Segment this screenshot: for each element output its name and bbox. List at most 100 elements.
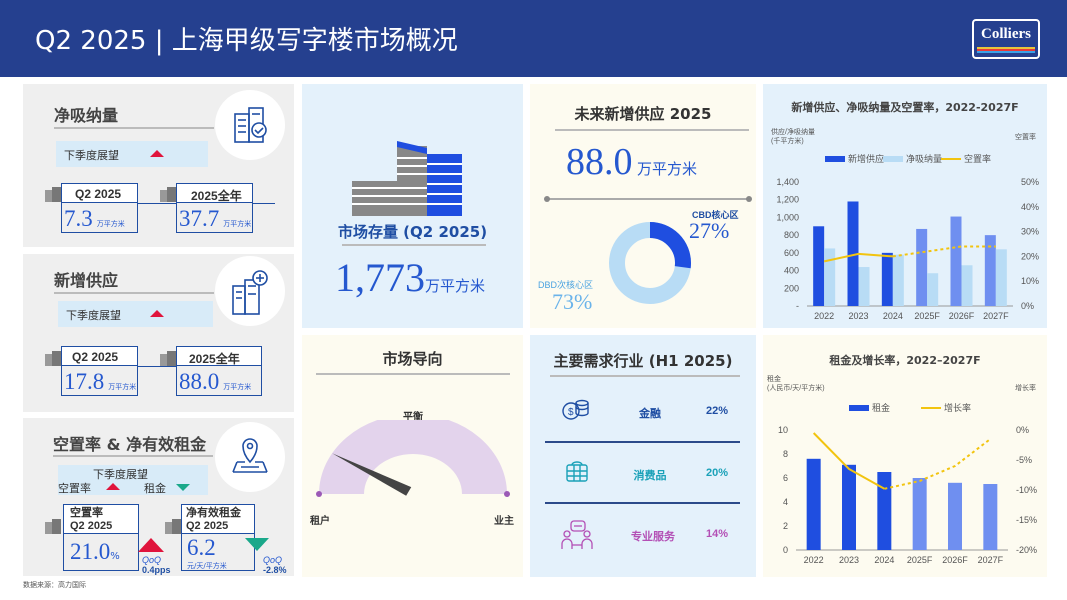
building-icon [165,519,181,534]
up-arrow-icon [150,150,164,157]
gauge-left-label: 租户 [310,516,330,527]
bar-净吸纳量-2022 [824,248,836,306]
chart1-title: 新增供应、净吸纳量及空置率，2022-2027F [791,101,1019,114]
supply-chart-panel: 新增供应、净吸纳量及空置率，2022-2027F 供应/净吸纳量 (千平方米) … [763,84,1047,328]
industry-pct: 22% [705,405,728,417]
x-tick-label: 2024 [874,555,894,565]
chart1-ylabel: 供应/净吸纳量 (千平方米) [771,129,815,145]
rent-label-line2: Q2 2025 [186,520,229,532]
y-tick-label: 200 [784,283,799,293]
q-stat: 7.3 万平方米 [61,203,138,233]
rent-qoq-label: QoQ [263,555,283,565]
rent-growth-chart: 0 2 4 6 8 10 -20% -15% -10% -5% 0% 2022 2023 2024 2025… [778,402,1037,565]
bar-租金-2025F [912,478,927,550]
colliers-logo[interactable]: Colliers [972,19,1040,59]
legend-label: 新增供应 [848,153,884,164]
vacancy-change-arrow-icon [138,538,164,552]
demand-panel: 主要需求行业 (H1 2025) $ 金融 22% 消费品 20% 专业服务 1… [530,335,756,577]
svg-text:$: $ [568,407,574,418]
y-tick-label: 6 [783,473,788,483]
y2-tick-label: -10% [1016,485,1037,495]
vacancy-stat: 21.0% [63,534,139,571]
bar-新增供应-2025F [916,228,928,306]
building-icon [160,187,176,202]
orientation-title: 市场导向 [382,350,443,368]
bar-租金-2022 [806,458,821,550]
legend-swatch [883,156,903,162]
bar-新增供应-2022 [813,226,825,306]
gauge-arc [319,420,507,494]
stock-value: 1,773 [335,255,425,300]
future-value: 88.0 [566,141,633,183]
connector-line [138,203,176,204]
outlook-box: 下季度展望 空置率 租金 [58,465,208,495]
y-label: 2025全年 [176,183,253,203]
rent-label: 净有效租金 Q2 2025 [181,504,255,534]
x-tick-label: 2025F [907,555,933,565]
vacancy-outlook-label: 空置率 [58,482,91,495]
supply-absorption-vacancy-chart: - 200 400 600 800 1,000 1,200 1,400 0% 10% 20% 30% 4… [776,153,1039,321]
row-separator [545,502,740,504]
y2-tick-label: 0% [1021,301,1034,311]
rent-outlook-label: 租金 [144,482,166,495]
office-tower-icon [352,136,467,216]
x-tick-label: 2024 [883,311,903,321]
supply-panel: 新增供应 下季度展望 Q2 2025 17.8 万平方米 2025全年 88.0… [23,254,294,412]
gauge-right-label: 业主 [494,516,514,527]
logo-text: Colliers [981,26,1031,42]
bar-租金-2027F [983,484,998,550]
dbd-pct: 73% [552,289,593,314]
y2-tick-label: -5% [1016,455,1032,465]
cbd-label: CBD核心区 [692,210,739,220]
industry-pct: 14% [705,528,728,540]
divider [546,198,750,200]
page-title: Q2 2025 | 上海甲级写字楼市场概况 [35,26,458,56]
title-underline [54,127,214,129]
vacancy-panel: 空置率 & 净有效租金 下季度展望 空置率 租金 空置率 Q2 2025 21.… [23,418,294,576]
y2-tick-label: 30% [1021,227,1039,237]
building-icon [45,519,61,534]
legend-label: 空置率 [964,153,991,164]
y-tick-label: 8 [783,449,788,459]
industry-name: 专业服务 [631,530,675,543]
data-source: 数据来源：高力国际 [23,582,86,589]
new-building-icon [215,256,285,326]
title-underline [316,373,510,375]
building-icon [160,351,176,366]
supply-title: 新增供应 [54,271,119,290]
y-value: 37.7 [179,206,220,231]
legend-label: 增长率 [944,402,971,413]
y-tick-label: - [796,301,799,311]
vacancy-title: 空置率 & 净有效租金 [53,435,207,454]
rent-chart-panel: 租金及增长率，2022–2027F 租金 (人民币/天/平方米) 增长率 0 2 4… [763,335,1047,577]
outlook-label: 下季度展望 [93,468,148,481]
outlook-label: 下季度展望 [64,149,119,162]
bar-租金-2026F [948,482,962,550]
stock-panel: 市场存量 (Q2 2025) 1,773万平方米 [302,84,523,328]
supply-donut-chart [609,222,691,304]
market-orientation-gauge [316,420,510,497]
vacancy-label: 空置率 Q2 2025 [63,504,139,534]
shopping-cart-icon [566,461,588,482]
industry-name: 消费品 [633,469,667,482]
vacancy-unit: % [110,551,120,562]
title-underline [555,129,749,131]
divider-dot [746,196,752,202]
building-icon [45,187,61,202]
outlook-box: 下季度展望 [56,141,208,167]
y-tick-label: 10 [778,425,788,435]
stock-unit: 万平方米 [425,277,486,295]
x-tick-label: 2026F [949,311,975,321]
x-tick-label: 2027F [983,311,1009,321]
legend-label: 租金 [872,402,890,413]
y-tick-label: 2 [783,521,788,531]
y-label: 2025全年 [176,346,262,366]
line-空置率-forecast [892,245,996,258]
future-title: 未来新增供应 2025 [574,105,712,123]
y-tick-label: 400 [784,266,799,276]
x-tick-label: 2023 [848,311,868,321]
y2-tick-label: 20% [1021,251,1039,261]
y-tick-label: 800 [784,230,799,240]
absorption-panel: 净吸纳量 下季度展望 Q2 2025 7.3 万平方米 2025全年 37.7 … [23,84,294,247]
y-tick-label: 4 [783,497,788,507]
